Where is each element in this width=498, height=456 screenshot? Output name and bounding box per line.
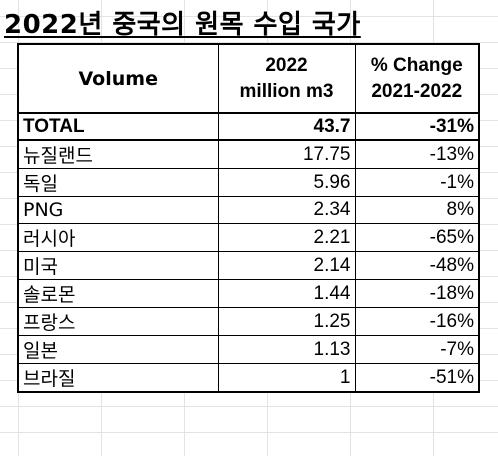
- header-change[interactable]: % Change 2021-2022: [354, 43, 480, 114]
- change-cell[interactable]: -18%: [354, 279, 480, 308]
- country-cell[interactable]: 솔로몬: [17, 279, 219, 308]
- table-row: 독일 5.96 -1%: [17, 168, 480, 197]
- table-row: 미국 2.14 -48%: [17, 251, 480, 280]
- volume-cell[interactable]: 2.34: [217, 196, 356, 224]
- country-cell[interactable]: 프랑스: [17, 307, 219, 336]
- header-2022-unit: million m3: [239, 80, 334, 102]
- change-cell[interactable]: -16%: [354, 307, 480, 336]
- change-cell[interactable]: -1%: [354, 168, 480, 197]
- total-row: TOTAL 43.7 -31%: [17, 112, 480, 141]
- table-row: 러시아 2.21 -65%: [17, 223, 480, 252]
- country-cell[interactable]: 독일: [17, 168, 219, 197]
- country-cell[interactable]: 미국: [17, 251, 219, 280]
- total-label[interactable]: TOTAL: [17, 112, 219, 141]
- volume-cell[interactable]: 1: [217, 363, 356, 393]
- table-row: 뉴질랜드 17.75 -13%: [17, 139, 480, 169]
- table-row: PNG 2.34 8%: [17, 196, 480, 224]
- header-change-period: 2021-2022: [371, 80, 463, 102]
- sheet-title: 2022년 중국의 원목 수입 국가: [4, 10, 361, 40]
- change-cell[interactable]: -51%: [354, 363, 480, 393]
- volume-cell[interactable]: 1.25: [217, 307, 356, 336]
- country-cell[interactable]: 일본: [17, 335, 219, 364]
- import-volume-table: Volume 2022 million m3 % Change 2021-202…: [17, 43, 480, 393]
- change-cell[interactable]: -7%: [354, 335, 480, 364]
- header-volume[interactable]: Volume: [17, 43, 219, 114]
- volume-cell[interactable]: 2.14: [217, 251, 356, 280]
- table-row: 일본 1.13 -7%: [17, 335, 480, 364]
- country-cell[interactable]: 러시아: [17, 223, 219, 252]
- change-cell[interactable]: -65%: [354, 223, 480, 252]
- change-cell[interactable]: -13%: [354, 139, 480, 169]
- change-cell[interactable]: -48%: [354, 251, 480, 280]
- total-change[interactable]: -31%: [354, 112, 480, 141]
- country-cell[interactable]: 뉴질랜드: [17, 139, 219, 169]
- total-volume[interactable]: 43.7: [217, 112, 356, 141]
- volume-cell[interactable]: 2.21: [217, 223, 356, 252]
- header-row: Volume 2022 million m3 % Change 2021-202…: [17, 43, 480, 114]
- table-row: 솔로몬 1.44 -18%: [17, 279, 480, 308]
- table-row: 프랑스 1.25 -16%: [17, 307, 480, 336]
- table-row: 브라질 1 -51%: [17, 363, 480, 393]
- change-cell[interactable]: 8%: [354, 196, 480, 224]
- volume-cell[interactable]: 17.75: [217, 139, 356, 169]
- country-cell[interactable]: PNG: [17, 196, 219, 224]
- volume-cell[interactable]: 1.13: [217, 335, 356, 364]
- country-cell[interactable]: 브라질: [17, 363, 219, 393]
- header-2022-year: 2022: [265, 54, 308, 76]
- volume-cell[interactable]: 5.96: [217, 168, 356, 197]
- header-change-label: % Change: [370, 54, 463, 76]
- volume-cell[interactable]: 1.44: [217, 279, 356, 308]
- header-2022-volume[interactable]: 2022 million m3: [217, 43, 356, 114]
